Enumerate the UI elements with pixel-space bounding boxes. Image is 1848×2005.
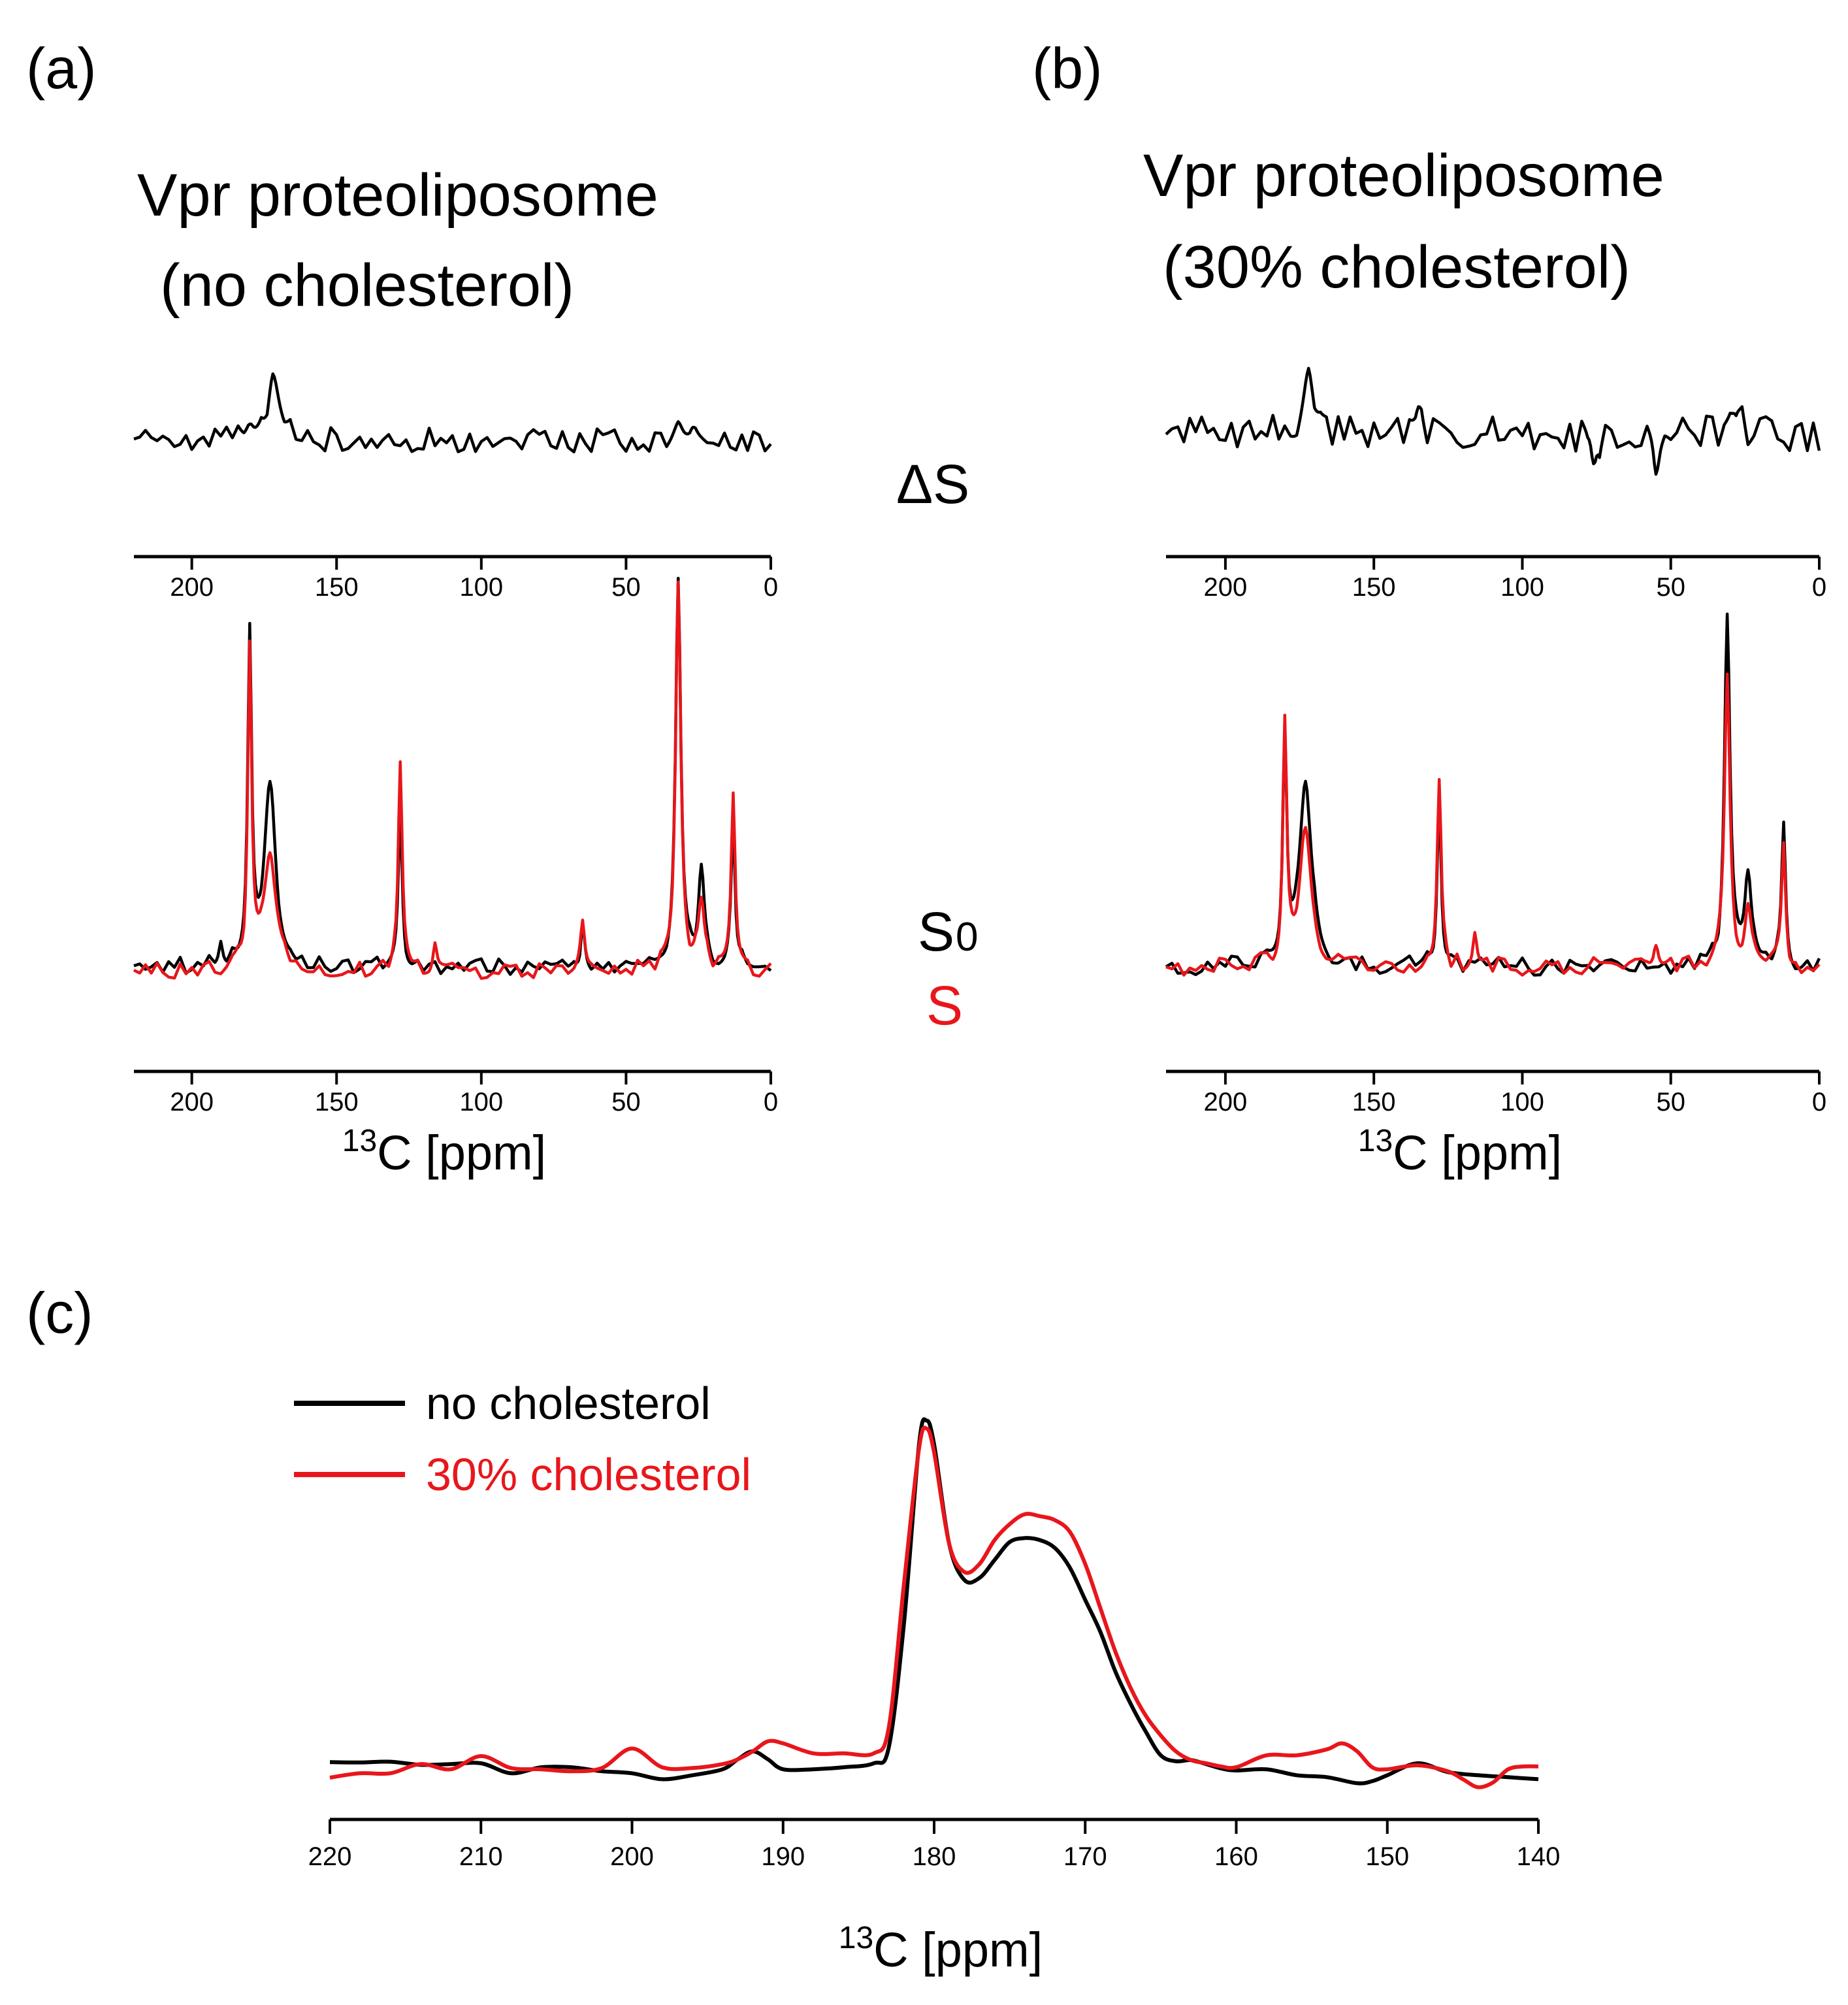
legend-label-30-cholesterol: 30% cholesterol [426, 1449, 751, 1500]
panel-c-legend: no cholesterol 30% cholesterol [294, 1378, 751, 1500]
panel-b-title-line1: Vpr proteoliposome [1143, 142, 1664, 209]
panel-c-letter: (c) [26, 1280, 93, 1345]
series-line-a-top-black [133, 372, 772, 453]
x-tick-label-c-210: 210 [459, 1842, 503, 1871]
x-tick-label-a-top-50: 50 [611, 573, 641, 602]
panel-b-title-line2: (30% cholesterol) [1163, 234, 1630, 301]
x-tick-label-b-top-100: 100 [1500, 573, 1544, 602]
x-tick-label-c-160: 160 [1214, 1842, 1258, 1871]
panel-a-letter: (a) [26, 36, 97, 101]
x-tick-label-b-bottom-100: 100 [1500, 1088, 1544, 1117]
x-tick-label-a-bottom-150: 150 [315, 1088, 359, 1117]
s0-label: S0 [918, 901, 979, 962]
s-label: S [926, 975, 963, 1036]
series-line-a-bottom-red [133, 580, 772, 980]
plot-b-bottom: 200 150 100 50 0 [1165, 612, 1826, 1117]
x-tick-label-c-220: 220 [308, 1842, 352, 1871]
x-tick-label-a-bottom-100: 100 [459, 1088, 503, 1117]
x-tick-label-c-190: 190 [761, 1842, 805, 1871]
x-tick-label-a-bottom-50: 50 [611, 1088, 641, 1117]
series-line-b-top-black [1165, 367, 1821, 476]
s0-label-sub: 0 [956, 915, 978, 960]
panel-c-x-axis-title-sup: 13 [839, 1921, 873, 1955]
x-tick-label-c-200: 200 [610, 1842, 654, 1871]
x-tick-label-b-bottom-200: 200 [1204, 1088, 1248, 1117]
panel-a-title-line1: Vpr proteoliposome [137, 162, 658, 229]
x-tick-label-c-140: 140 [1517, 1842, 1561, 1871]
series-line-b-bottom-black [1165, 612, 1821, 977]
plot-c: 220 210 200 190 180 170 160 150 140 [308, 1417, 1561, 1871]
panel-c-x-axis-title: 13C [ppm] [839, 1921, 1043, 1977]
x-tick-label-a-bottom-200: 200 [170, 1088, 214, 1117]
plot-a-top: 200 150 100 50 0 [133, 372, 778, 602]
panel-b-letter: (b) [1032, 36, 1103, 101]
panel-a-x-axis-title-text: C [ppm] [377, 1126, 546, 1180]
x-tick-label-a-top-200: 200 [170, 573, 214, 602]
x-tick-label-b-bottom-150: 150 [1352, 1088, 1396, 1117]
panel-a-x-axis-title: 13C [ppm] [342, 1124, 546, 1180]
delta-s-label: ΔS [896, 453, 969, 515]
series-line-b-bottom-red [1165, 672, 1821, 977]
plot-b-top: 200 150 100 50 0 [1165, 367, 1826, 602]
x-tick-label-b-top-150: 150 [1352, 573, 1396, 602]
panel-b-x-axis-title-sup: 13 [1358, 1124, 1393, 1158]
x-tick-label-c-150: 150 [1365, 1842, 1409, 1871]
x-tick-label-c-170: 170 [1063, 1842, 1107, 1871]
series-line-c-black [329, 1417, 1539, 1785]
x-tick-label-a-top-100: 100 [459, 573, 503, 602]
panel-a-title-line2: (no cholesterol) [160, 252, 574, 319]
x-tick-label-b-bottom-50: 50 [1656, 1088, 1685, 1117]
x-tick-label-b-top-0: 0 [1812, 573, 1826, 602]
x-tick-label-a-top-150: 150 [315, 573, 359, 602]
legend-label-no-cholesterol: no cholesterol [426, 1378, 711, 1429]
panel-b-x-axis-title-text: C [ppm] [1393, 1126, 1562, 1180]
x-tick-label-b-top-200: 200 [1204, 573, 1248, 602]
x-tick-label-b-bottom-0: 0 [1812, 1088, 1826, 1117]
x-tick-label-b-top-50: 50 [1656, 573, 1685, 602]
plot-a-bottom: 200 150 100 50 0 [133, 576, 778, 1117]
x-tick-label-a-top-0: 0 [764, 573, 778, 602]
s0-label-main: S [918, 901, 954, 962]
panel-b-x-axis-title: 13C [ppm] [1358, 1124, 1562, 1180]
panel-a-x-axis-title-sup: 13 [342, 1124, 377, 1158]
series-line-c-red [329, 1426, 1539, 1789]
x-tick-label-c-180: 180 [913, 1842, 956, 1871]
x-tick-label-a-bottom-0: 0 [764, 1088, 778, 1117]
panel-c-x-axis-title-text: C [ppm] [873, 1923, 1043, 1977]
